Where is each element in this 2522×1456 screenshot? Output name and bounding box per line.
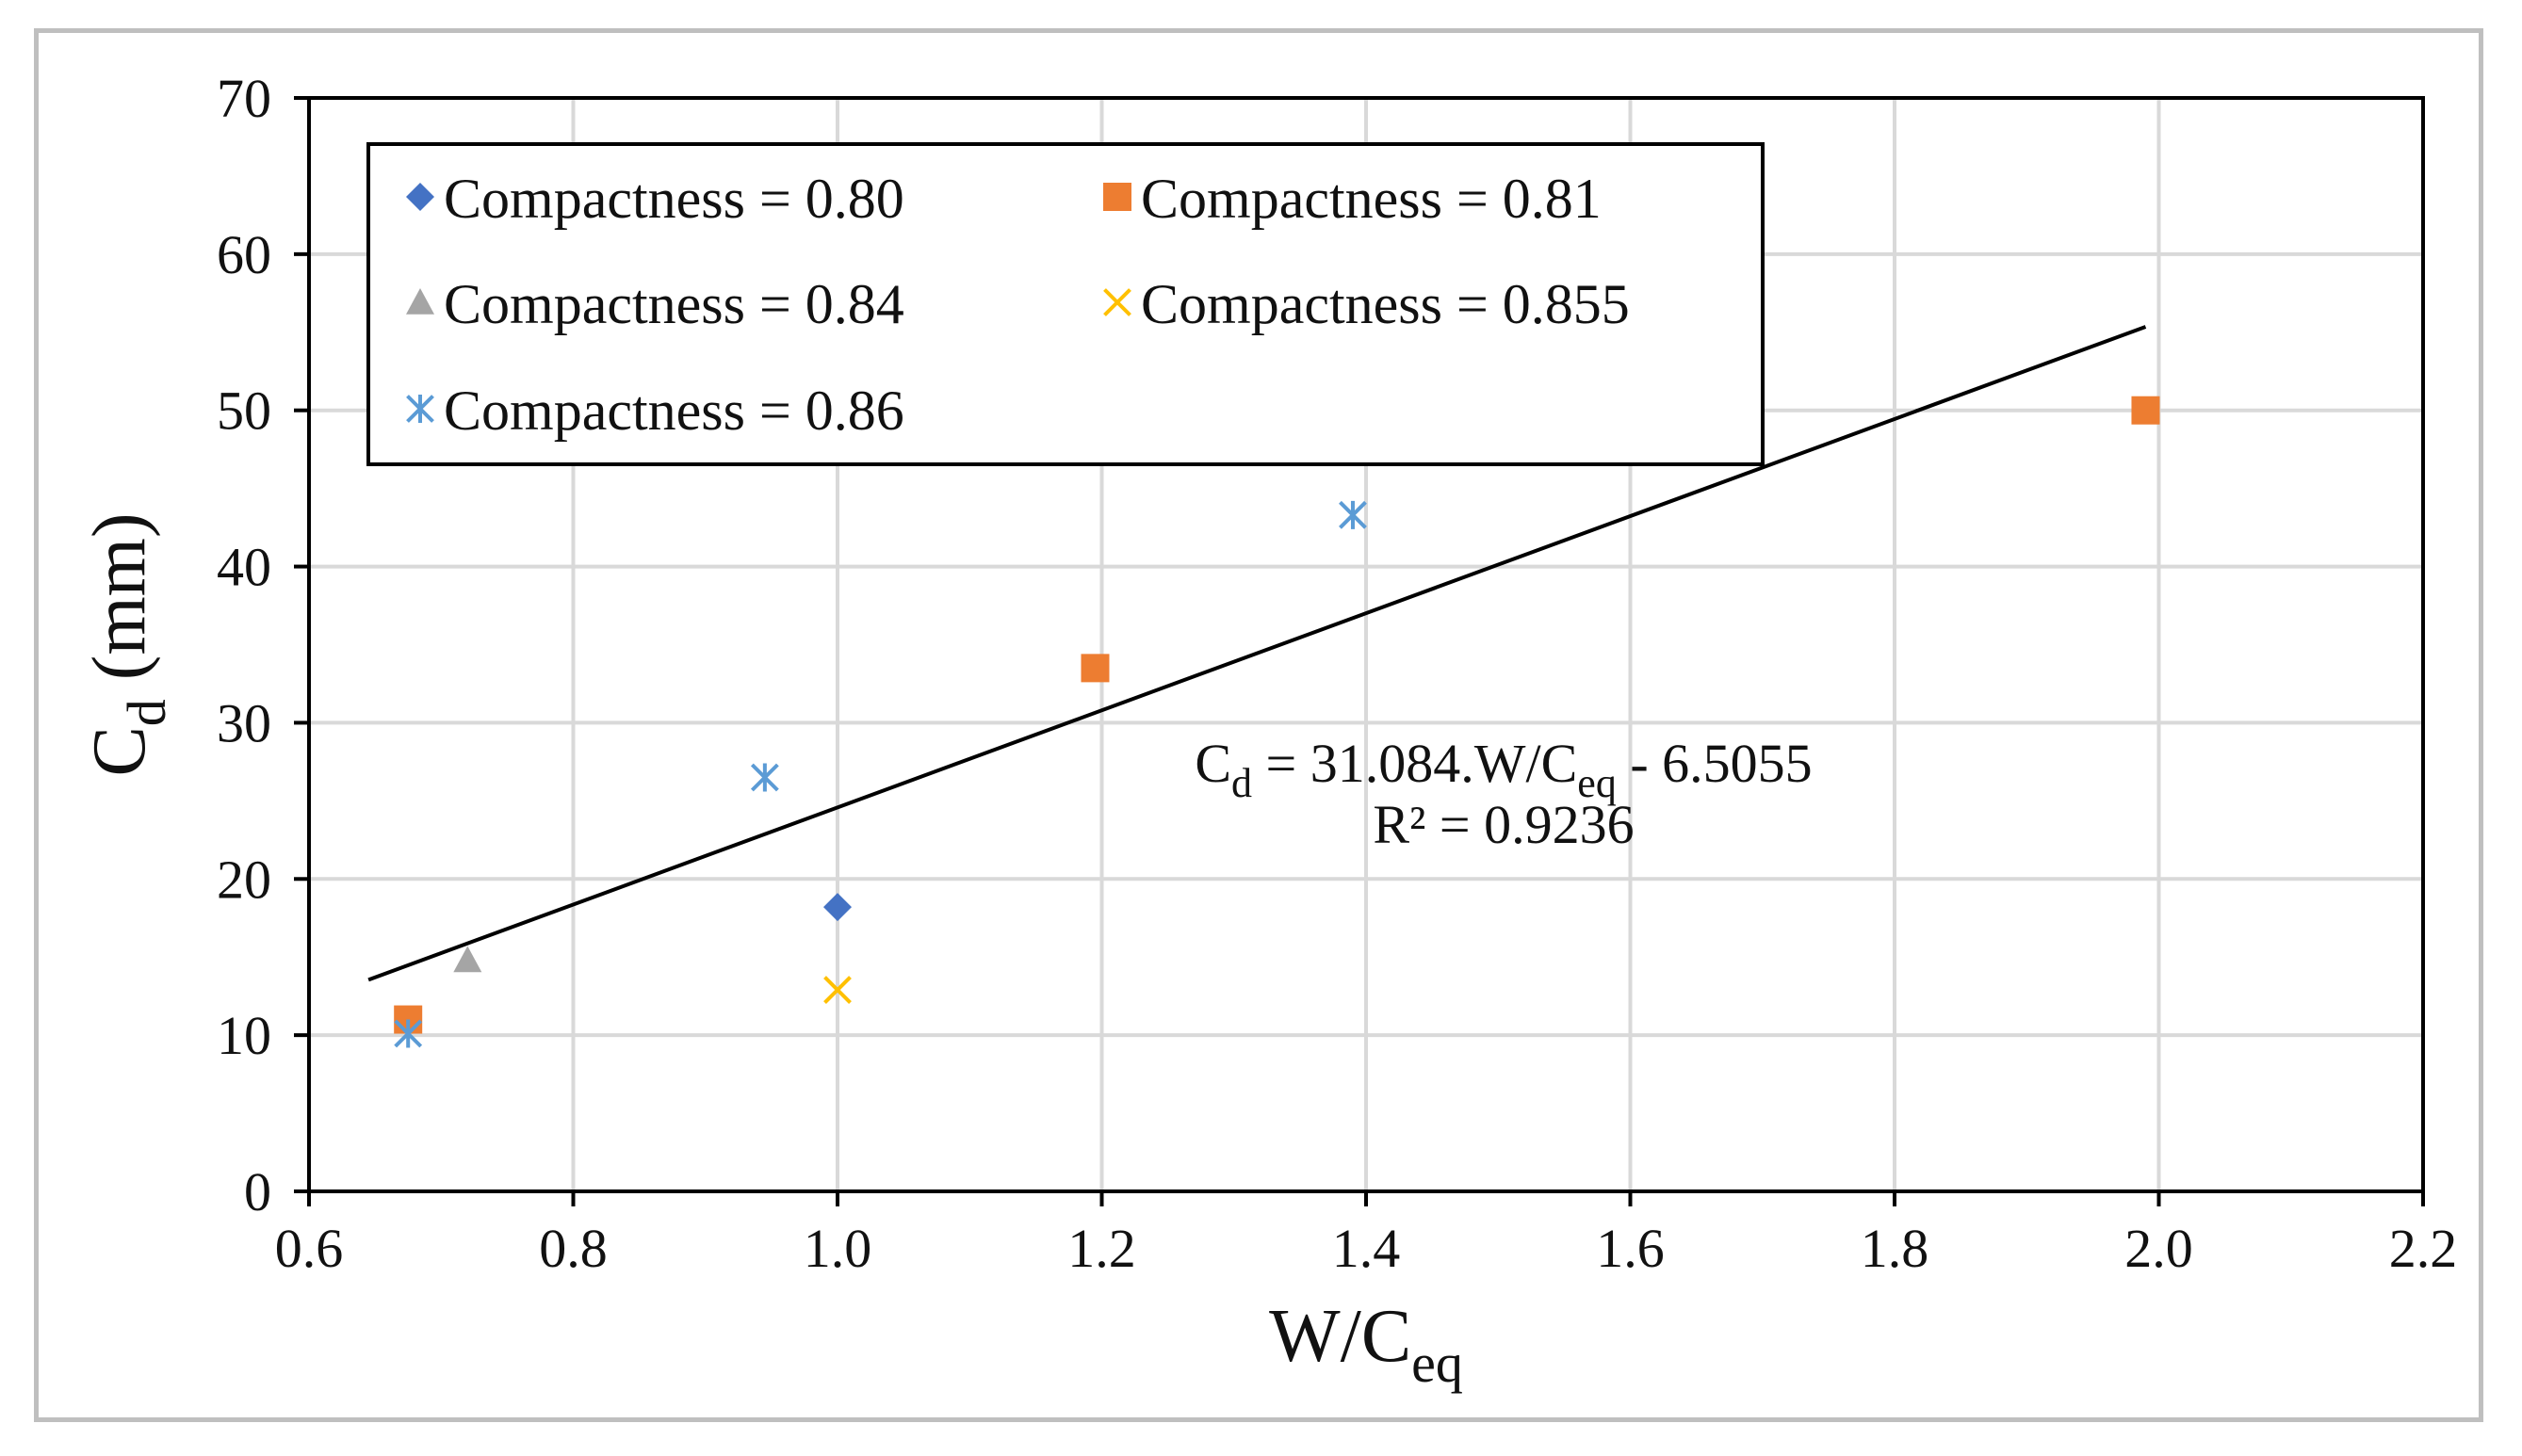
y-tick-label: 30 xyxy=(217,692,271,753)
trendline-equation: Cd = 31.084.W/Ceq - 6.5055 xyxy=(1195,733,1812,806)
x-tick-label: 0.6 xyxy=(275,1218,344,1279)
x-tick-label: 1.6 xyxy=(1596,1218,1665,1279)
x-tick-label: 1.0 xyxy=(804,1218,872,1279)
data-points xyxy=(394,396,2160,1048)
x-axis-title-subscript: eq xyxy=(1411,1333,1463,1394)
y-axis-ticks: 0 10 20 30 40 50 60 70 xyxy=(217,68,309,1222)
legend-label-4: Compactness = 0.86 xyxy=(444,380,904,442)
data-point-series-0 xyxy=(823,893,852,922)
data-point-series-3 xyxy=(823,976,852,1004)
legend-label-2: Compactness = 0.84 xyxy=(444,273,904,335)
y-tick-label: 70 xyxy=(217,68,271,129)
data-point-series-1 xyxy=(2131,396,2160,425)
data-point-series-4 xyxy=(1339,500,1367,529)
chart-frame: 0.6 0.8 1.0 1.2 1.4 1.6 1.8 2.0 2.2 0 10 20 30 40 50 6… xyxy=(34,28,2483,1422)
legend-label-0: Compactness = 0.80 xyxy=(444,168,904,230)
data-point-series-2 xyxy=(453,946,482,973)
y-axis-title-main: C xyxy=(78,726,161,776)
equation-middle: = 31.084.W/C xyxy=(1252,733,1577,794)
x-tick-label: 1.8 xyxy=(1861,1218,1929,1279)
legend-marker-0 xyxy=(406,183,434,211)
data-point-series-1 xyxy=(1081,654,1110,683)
x-axis-ticks: 0.6 0.8 1.0 1.2 1.4 1.6 1.8 2.0 2.2 xyxy=(275,1191,2458,1279)
y-tick-label: 20 xyxy=(217,849,271,910)
equation-lhs: C xyxy=(1195,733,1231,794)
trendline-r2: R² = 0.9236 xyxy=(1373,794,1634,855)
scatter-chart: 0.6 0.8 1.0 1.2 1.4 1.6 1.8 2.0 2.2 0 10 20 30 40 50 6… xyxy=(78,68,2458,1394)
equation-middle-subscript: eq xyxy=(1577,760,1617,806)
legend-marker-3 xyxy=(1103,288,1131,316)
legend-label-3: Compactness = 0.855 xyxy=(1141,273,1630,335)
legend-label-1: Compactness = 0.81 xyxy=(1141,168,1602,230)
y-tick-label: 40 xyxy=(217,537,271,598)
equation-lhs-subscript: d xyxy=(1231,760,1252,806)
legend-marker-2 xyxy=(406,288,434,315)
y-tick-label: 50 xyxy=(217,380,271,442)
x-tick-label: 2.2 xyxy=(2389,1218,2458,1279)
y-tick-label: 60 xyxy=(217,224,271,285)
legend-marker-1 xyxy=(1103,183,1131,211)
data-point-series-4 xyxy=(750,763,779,792)
equation-rhs: - 6.5055 xyxy=(1617,733,1813,794)
x-axis-title-main: W/C xyxy=(1269,1295,1411,1378)
trendline-group xyxy=(367,325,2147,982)
legend: Compactness = 0.80 Compactness = 0.81 Comp… xyxy=(366,142,1765,466)
x-axis-title: W/Ceq xyxy=(1269,1295,1463,1394)
y-axis-title: Cd (mm) xyxy=(78,512,177,776)
x-tick-label: 0.8 xyxy=(539,1218,608,1279)
legend-marker-4 xyxy=(406,395,434,423)
legend-box xyxy=(366,142,1765,466)
y-tick-label: 10 xyxy=(217,1005,271,1066)
x-tick-label: 1.4 xyxy=(1332,1218,1401,1279)
trendline xyxy=(367,325,2147,982)
x-tick-label: 2.0 xyxy=(2124,1218,2193,1279)
y-axis-title-subscript: d xyxy=(116,699,177,726)
x-tick-label: 1.2 xyxy=(1067,1218,1136,1279)
data-point-series-4 xyxy=(394,1019,423,1048)
y-axis-title-rest: (mm) xyxy=(78,512,161,699)
y-tick-label: 0 xyxy=(244,1161,271,1222)
